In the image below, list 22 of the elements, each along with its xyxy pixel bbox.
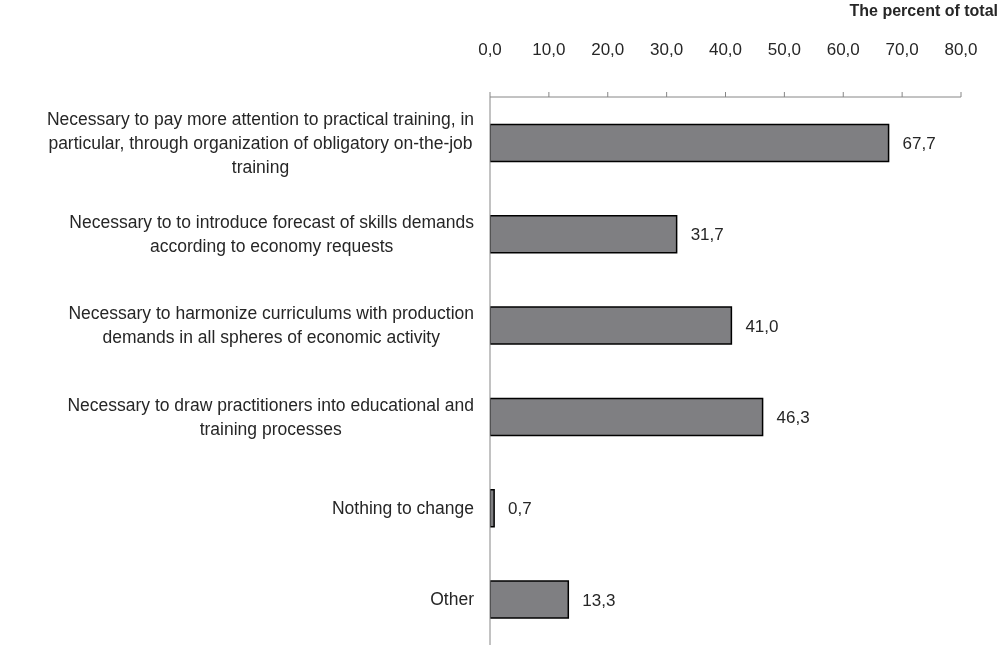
y-tick-label: Necessary to pay more attention to practical training, in particular, through organization of obligatory on-the-job training <box>46 108 474 177</box>
x-tick-label: 40,0 <box>708 40 743 59</box>
data-label: 41,0 <box>745 316 779 336</box>
data-label: 0,7 <box>508 499 532 519</box>
x-tick-label: 50,0 <box>767 40 801 59</box>
x-tick-label: 10,0 <box>532 40 566 59</box>
y-tick-label: Other <box>430 589 475 610</box>
data-label: 31,7 <box>690 225 724 245</box>
data-label: 67,7 <box>902 133 936 153</box>
y-tick-label: Nothing to change <box>331 498 475 519</box>
x-tick-label: 30,0 <box>650 40 684 59</box>
x-axis-title: The percent of total <box>849 2 998 20</box>
data-label: 13,3 <box>582 590 616 610</box>
data-label: 46,3 <box>776 407 810 427</box>
x-tick-label: 60,0 <box>826 40 860 59</box>
x-tick-label: 20,0 <box>591 40 625 59</box>
x-tick-label: 80,0 <box>944 40 978 59</box>
y-tick-label: Necessary to harmonize curriculums with production demands in all spheres of economic activity <box>68 303 474 348</box>
x-tick-label: 0,0 <box>478 40 502 59</box>
y-tick-label: Necessary to draw practitioners into educational and training processes <box>67 394 475 439</box>
x-tick-label: 70,0 <box>885 40 919 59</box>
y-tick-label: Necessary to to introduce forecast of skills demands according to economy requests <box>69 212 475 257</box>
